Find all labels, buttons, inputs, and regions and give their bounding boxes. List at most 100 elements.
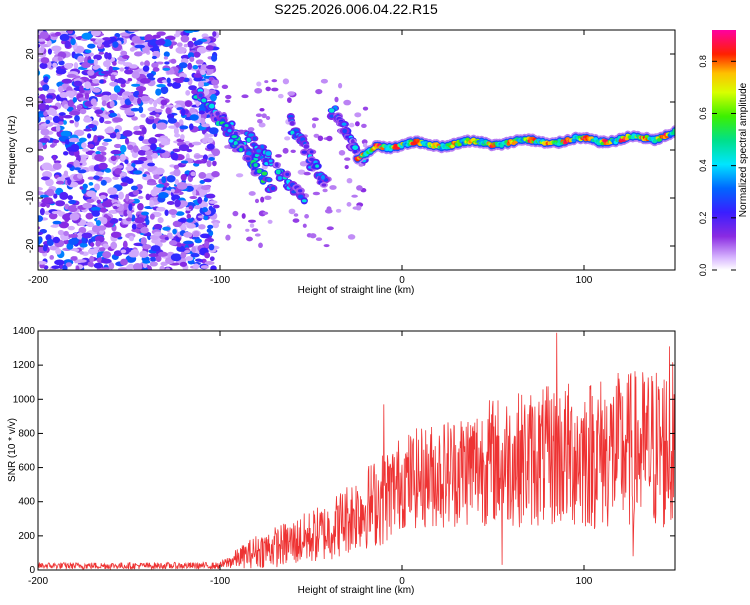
spectrogram-cell xyxy=(254,233,261,237)
spectrogram-cell xyxy=(134,39,145,44)
spectrogram-cell xyxy=(203,178,212,183)
spectrogram-cell xyxy=(124,66,130,70)
spectrogram-cell xyxy=(117,96,123,101)
spectrogram-cell xyxy=(260,196,265,203)
spectrogram-cell xyxy=(338,82,343,89)
spectrogram-cell xyxy=(52,62,58,68)
spectrogram-cell xyxy=(193,154,205,159)
spectrogram-cell xyxy=(82,148,89,152)
spectrogram-cell xyxy=(74,119,79,128)
spectrogram-cell xyxy=(200,117,206,125)
spectrogram-cell xyxy=(40,128,50,136)
snr-y-tick-label: 600 xyxy=(18,463,35,474)
spectrogram-cell xyxy=(354,121,360,127)
spectrogram-cell xyxy=(73,159,80,167)
spectrogram-cell xyxy=(471,137,476,142)
spectrogram-cell xyxy=(64,62,73,70)
spectrogram-cell xyxy=(52,115,60,123)
spectrogram-cell xyxy=(156,149,166,154)
spectrogram-cell xyxy=(127,77,133,82)
spectrogram-cell xyxy=(79,108,87,115)
spectrogram-cell xyxy=(361,123,367,128)
spectrogram-cell xyxy=(180,160,189,164)
spectrogram-cell xyxy=(266,177,272,182)
spectrogram-cell xyxy=(67,205,78,213)
spectrogram-cell xyxy=(184,109,189,114)
spectrogram-cell xyxy=(125,217,132,222)
spectrogram-cell xyxy=(67,30,74,35)
spectrogram-cell xyxy=(94,183,100,191)
spectrogram-cell xyxy=(193,73,202,78)
spectrogram-cell xyxy=(160,140,171,146)
spectrogram-cell xyxy=(353,149,358,154)
spectrogram-cell xyxy=(209,256,215,261)
spectrogram-cell xyxy=(170,58,177,64)
spectrogram-cell xyxy=(277,176,283,181)
spectrogram-cell xyxy=(167,82,173,87)
spectrogram-cell xyxy=(38,120,39,122)
spectrogram-cell xyxy=(287,91,296,96)
spectrogram-cell xyxy=(198,171,207,179)
spectrogram-x-tick-label: -100 xyxy=(210,275,230,286)
spectrogram-cell xyxy=(73,129,85,137)
spectrogram-cell xyxy=(173,127,179,135)
spectrogram-cell xyxy=(127,30,139,33)
spectrogram-cell xyxy=(132,198,140,204)
spectrogram-cell xyxy=(98,225,107,231)
spectrogram-cell xyxy=(104,52,109,59)
spectrogram-cell xyxy=(145,218,150,226)
spectrogram-cell xyxy=(69,120,75,124)
spectrogram-cell xyxy=(302,223,307,228)
snr-x-axis-label: Height of straight line (km) xyxy=(298,585,415,596)
spectrogram-cell xyxy=(151,152,159,159)
spectrogram-cell xyxy=(167,117,177,124)
spectrogram-cell xyxy=(137,149,147,156)
spectrogram-cell xyxy=(91,225,101,233)
spectrogram-cell xyxy=(87,43,96,49)
spectrogram-cell xyxy=(88,182,94,186)
spectrogram-cell xyxy=(264,80,269,84)
spectrogram-cell xyxy=(134,216,145,224)
spectrogram-cell xyxy=(109,112,118,118)
spectrogram-cell xyxy=(221,84,229,90)
spectrogram-cell xyxy=(181,222,186,230)
spectrogram-x-axis-label: Height of straight line (km) xyxy=(298,285,415,296)
spectrogram-cell xyxy=(257,168,262,174)
spectrogram-cell xyxy=(109,133,117,139)
spectrogram-cell xyxy=(137,202,144,211)
spectrogram-cell xyxy=(180,108,186,117)
spectrogram-cell xyxy=(228,139,234,143)
spectrogram-cell xyxy=(101,100,107,107)
spectrogram-cell xyxy=(248,133,255,137)
spectrogram-cell xyxy=(127,144,134,151)
snr-y-tick-label: 1000 xyxy=(13,394,36,405)
spectrogram-cell xyxy=(206,143,215,150)
spectrogram-cell xyxy=(108,66,113,74)
spectrogram-cell xyxy=(112,61,117,66)
spectrogram-cell xyxy=(38,69,41,77)
spectrogram-cell xyxy=(104,127,115,134)
spectrogram-cell xyxy=(38,103,47,110)
spectrogram-cell xyxy=(326,206,332,212)
spectrogram-cell xyxy=(125,165,134,171)
spectrogram-cell xyxy=(120,249,127,254)
spectrogram-cell xyxy=(102,267,110,270)
spectrogram-cell xyxy=(192,263,200,270)
spectrogram-cell xyxy=(297,189,303,193)
spectrogram-cell xyxy=(68,199,77,205)
spectrogram-cell xyxy=(212,204,220,209)
spectrogram-cell xyxy=(178,62,188,69)
spectrogram-cell xyxy=(63,170,69,177)
spectrogram-cell xyxy=(189,56,195,62)
spectrogram-cell xyxy=(63,239,71,245)
spectrogram-cell xyxy=(265,151,272,156)
spectrogram-cell xyxy=(297,169,306,175)
spectrogram-cell xyxy=(207,224,214,230)
spectrogram-cell xyxy=(355,205,362,211)
spectrogram-cell xyxy=(113,85,121,93)
spectrogram-cell xyxy=(246,137,252,143)
spectrogram-cell xyxy=(193,230,200,238)
spectrogram-cell xyxy=(164,61,170,65)
spectrogram-cell xyxy=(292,218,300,223)
